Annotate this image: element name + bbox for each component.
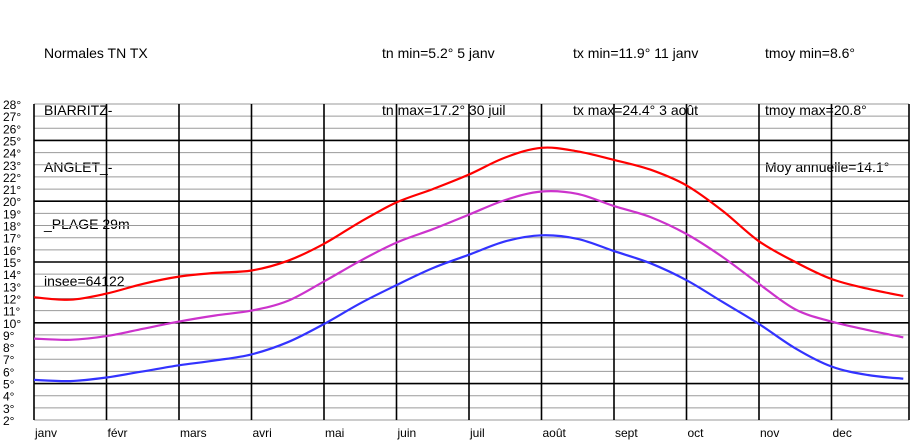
- y-tick-label: 19°: [3, 207, 21, 221]
- y-tick-label: 22°: [3, 171, 21, 185]
- y-tick-label: 2°: [3, 414, 15, 428]
- tx-series-line: [33, 146, 904, 301]
- x-tick-label: juin: [397, 426, 417, 440]
- x-tick-label: août: [543, 426, 567, 440]
- x-tick-label: mars: [180, 426, 207, 440]
- y-tick-label: 28°: [3, 98, 21, 112]
- y-tick-label: 9°: [3, 329, 15, 343]
- y-tick-label: 26°: [3, 122, 21, 136]
- x-tick-label: mai: [325, 426, 344, 440]
- y-tick-label: 3°: [3, 402, 15, 416]
- y-tick-label: 20°: [3, 195, 21, 209]
- y-tick-label: 15°: [3, 256, 21, 270]
- tmoy-series-line: [33, 190, 904, 341]
- x-tick-label: dec: [833, 426, 852, 440]
- y-tick-label: 10°: [3, 317, 21, 331]
- title-line: Normales TN TX: [44, 45, 148, 61]
- title-line: _PLAGE 29m: [44, 216, 130, 232]
- tx-max-text: tx max=24.4° 3 août: [573, 102, 699, 118]
- title-line: BIARRITZ-: [44, 102, 113, 118]
- y-tick-label: 11°: [3, 305, 20, 319]
- tn-stats: tn min=5.2° 5 janv tn max=17.2° 30 juil: [382, 6, 506, 139]
- y-tick-label: 17°: [3, 232, 21, 246]
- x-tick-label: avri: [253, 426, 272, 440]
- y-tick-label: 13°: [3, 280, 21, 294]
- title-line: insee=64122: [44, 273, 125, 289]
- y-tick-label: 5°: [3, 378, 15, 392]
- tmoy-max-text: tmoy max=20.8°: [765, 102, 867, 118]
- y-tick-label: 4°: [3, 390, 15, 404]
- title-line: ANGLET_-: [44, 159, 113, 175]
- y-tick-label: 6°: [3, 365, 15, 379]
- moy-annuelle-text: Moy annuelle=14.1°: [765, 159, 890, 175]
- tn-series-line: [33, 234, 904, 383]
- y-tick-label: 25°: [3, 134, 21, 148]
- y-tick-label: 23°: [3, 159, 21, 173]
- tn-min-text: tn min=5.2° 5 janv: [382, 45, 495, 61]
- y-tick-label: 16°: [3, 244, 21, 258]
- y-tick-label: 27°: [3, 110, 21, 124]
- y-tick-label: 8°: [3, 341, 15, 355]
- tx-min-text: tx min=11.9° 11 janv: [573, 45, 699, 61]
- station-title-block: Normales TN TX BIARRITZ- ANGLET_- _PLAGE…: [44, 6, 148, 310]
- y-tick-label: 12°: [3, 292, 21, 306]
- x-tick-label: oct: [688, 426, 705, 440]
- tmoy-min-text: tmoy min=8.6°: [765, 45, 856, 61]
- y-tick-label: 21°: [3, 183, 21, 197]
- y-tick-label: 18°: [3, 220, 21, 234]
- tmoy-stats: tmoy min=8.6° tmoy max=20.8° Moy annuell…: [765, 6, 889, 196]
- y-tick-label: 7°: [3, 353, 15, 367]
- x-tick-label: juil: [469, 426, 485, 440]
- tn-max-text: tn max=17.2° 30 juil: [382, 102, 506, 118]
- y-tick-label: 14°: [3, 268, 21, 282]
- x-tick-label: févr: [108, 426, 128, 440]
- x-tick-label: sept: [615, 426, 638, 440]
- tx-stats: tx min=11.9° 11 janv tx max=24.4° 3 août: [573, 6, 698, 139]
- y-tick-label: 24°: [3, 147, 21, 161]
- x-tick-label: janv: [34, 426, 57, 440]
- x-tick-label: nov: [760, 426, 779, 440]
